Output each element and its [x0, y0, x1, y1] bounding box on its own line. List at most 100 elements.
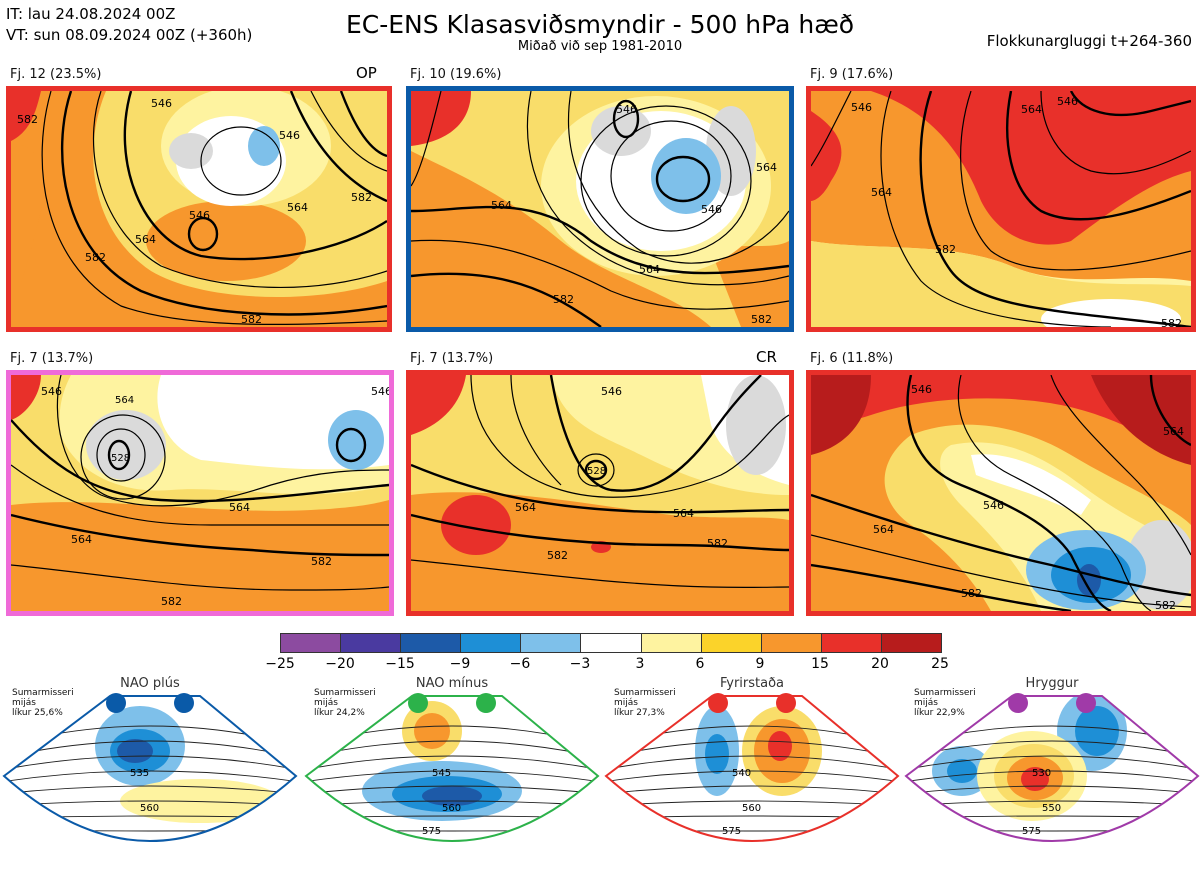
- regime-contour-label: 545: [432, 768, 451, 779]
- regime-sector-map: 530 550 575: [902, 695, 1200, 846]
- colorbar-swatch: [700, 634, 761, 652]
- regime-note-line: mijás: [914, 698, 938, 708]
- initial-time: IT: lau 24.08.2024 00Z: [6, 5, 176, 23]
- contour-label: 564: [287, 201, 308, 214]
- contour-label: 564: [873, 523, 894, 536]
- regime-sector-map: 545 560 575: [304, 695, 600, 842]
- regime-sector-outline: [304, 695, 600, 842]
- regime-dot-icon: [476, 693, 496, 713]
- contour-label: 546: [701, 203, 722, 216]
- regime-note-line: Sumarmisseri: [12, 688, 74, 698]
- regime-note-line: líkur 25,6%: [12, 708, 63, 718]
- height-contour: [606, 755, 898, 771]
- height-contour: [306, 785, 598, 795]
- regime-note-line: Sumarmisseri: [314, 688, 376, 698]
- colorbar-tick-label: −20: [325, 656, 355, 672]
- run-info: IT: lau 24.08.2024 00Z VT: sun 08.09.202…: [6, 4, 252, 46]
- colorbar-tick-label: 15: [811, 656, 829, 672]
- panel-4-map[interactable]: 528 546 546 564 564 564 582 582: [6, 370, 394, 616]
- panel-3-label: Fj. 9 (17.6%): [810, 67, 894, 82]
- panel-5-map[interactable]: 528 546 564 564 582 582: [406, 370, 794, 616]
- contour-label: 546: [371, 385, 389, 398]
- regime-title: NAO plús: [120, 676, 180, 691]
- contour-label: 546: [983, 499, 1004, 512]
- regime-dot-icon: [1076, 693, 1096, 713]
- panel-5-field: 528 546 564 564 582 582: [411, 375, 789, 611]
- panel-2-map[interactable]: 546 546 564 564 564 582 582: [406, 86, 794, 332]
- colorbar-swatch: [520, 634, 581, 652]
- colorbar-tick-label: −9: [449, 656, 471, 672]
- anomaly-blob: [1075, 706, 1119, 756]
- colorbar-swatch: [460, 634, 521, 652]
- contour-label: 564: [515, 501, 536, 514]
- panel-1-label: Fj. 12 (23.5%): [10, 67, 102, 82]
- panel-4-label: Fj. 7 (13.7%): [10, 351, 94, 366]
- colorbar-tick-label: 20: [871, 656, 889, 672]
- regime-contour-label: 530: [1032, 768, 1051, 779]
- regime-title: Hryggur: [1025, 676, 1079, 691]
- regime-contour-label: 540: [732, 768, 751, 779]
- regime-sector-map: 540 560 575: [604, 695, 900, 842]
- regime-note-line: líkur 24,2%: [314, 708, 365, 718]
- panel-2-label: Fj. 10 (19.6%): [410, 67, 502, 82]
- page-title: EC-ENS Klasasviðsmyndir - 500 hPa hæð: [345, 10, 855, 39]
- anomaly-blob: [117, 739, 153, 763]
- colorbar-swatch: [880, 634, 942, 652]
- panel-1-field: 546 546 546 564 564 582 582 582 582: [11, 91, 387, 327]
- contour-label: 582: [547, 549, 568, 562]
- regime-panel[interactable]: 545 560 575 NAO mínus Sumarmisseri mijás líkur…: [302, 676, 602, 866]
- contour-label: 564: [639, 263, 660, 276]
- height-contour: [306, 755, 598, 771]
- anomaly-blob: [705, 734, 729, 774]
- contour-label: 546: [41, 385, 62, 398]
- regime-sector-outline: [2, 695, 298, 842]
- colorbar-tick-label: 3: [635, 656, 645, 672]
- contour-label: 564: [115, 395, 134, 406]
- regime-contour-label: 575: [722, 826, 741, 837]
- regime-panel[interactable]: 540 560 575 Fyrirstaða Sumarmisseri mijás líku…: [602, 676, 902, 866]
- colorbar-tick-label: 9: [755, 656, 765, 672]
- contour-label: 564: [756, 161, 777, 174]
- colorbar-tick-label: 25: [931, 656, 949, 672]
- height-contour: [906, 785, 1198, 795]
- colorbar-tick-label: 6: [695, 656, 705, 672]
- contour-label: 564: [491, 199, 512, 212]
- height-contour: [902, 842, 1200, 846]
- height-contour: [906, 770, 1198, 783]
- contour-label: 564: [871, 186, 892, 199]
- anomaly-blob: [947, 759, 977, 783]
- anomaly-blob: [1021, 767, 1049, 791]
- regime-dot-icon: [1008, 693, 1028, 713]
- panel-6-label: Fj. 6 (11.8%): [810, 351, 894, 366]
- regime-note: Sumarmisseri mijás líkur 25,6%: [12, 688, 74, 718]
- panel-3-map[interactable]: 546 546 564 564 582 582: [806, 86, 1196, 332]
- colorbar-tick-label: −3: [569, 656, 591, 672]
- anomaly-blob: [768, 731, 792, 761]
- anomaly-blob: [414, 713, 450, 749]
- panel-5-label: Fj. 7 (13.7%): [410, 351, 494, 366]
- contour-label: 546: [151, 97, 172, 110]
- panel-6-map[interactable]: 546 546 564 564 582 582: [806, 370, 1196, 616]
- panel-1-map[interactable]: 546 546 546 564 564 582 582 582 582: [6, 86, 392, 332]
- regime-panel[interactable]: 530 550 575 Hryggur Sumarmisseri mijás líkur 2…: [902, 676, 1200, 866]
- contour-label: 546: [851, 101, 872, 114]
- contour-label: 546: [616, 103, 637, 116]
- contour-label: 546: [189, 209, 210, 222]
- panel-3-field: 546 546 564 564 582 582: [811, 91, 1191, 327]
- contour-label: 564: [71, 533, 92, 546]
- page-subtitle: Miðað við sep 1981-2010: [517, 39, 683, 54]
- regime-note-line: Sumarmisseri: [614, 688, 676, 698]
- regime-dot-icon: [408, 693, 428, 713]
- contour-label: 582: [351, 191, 372, 204]
- regime-title: NAO mínus: [415, 676, 489, 691]
- regime-panel[interactable]: 535 560 NAO plús Sumarmisseri mijás líkur 25,…: [0, 676, 300, 866]
- panel-2-field: 546 546 564 564 564 582 582: [411, 91, 789, 327]
- anomaly-blob: [120, 779, 280, 823]
- regime-contour-label: 550: [1042, 803, 1061, 814]
- colorbar: [280, 633, 942, 653]
- regime-dot-icon: [106, 693, 126, 713]
- regime-contour-label: 560: [742, 803, 761, 814]
- regime-note: Sumarmisseri mijás líkur 24,2%: [314, 688, 376, 718]
- regime-note-line: líkur 22,9%: [914, 708, 965, 718]
- colorbar-tick-label: −15: [385, 656, 415, 672]
